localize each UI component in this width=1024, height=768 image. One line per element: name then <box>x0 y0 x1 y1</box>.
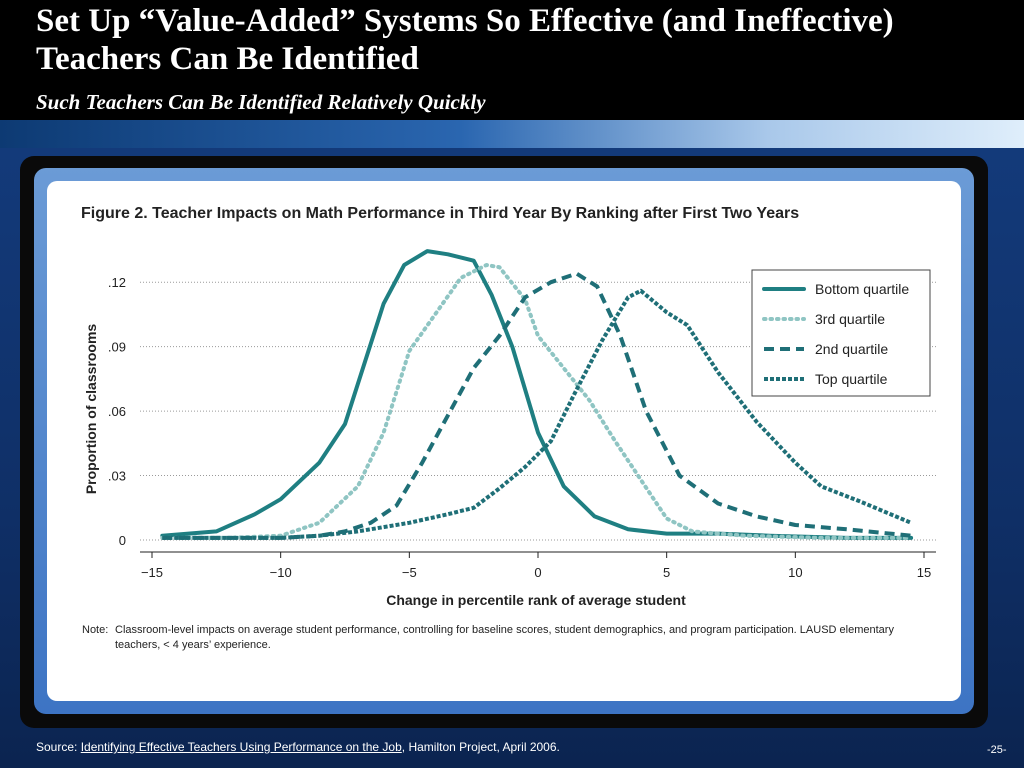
y-tick-label: .06 <box>108 404 126 419</box>
series-line-3rd-quartile <box>160 263 914 540</box>
x-tick-label: −10 <box>270 565 292 580</box>
chart-series-layer <box>160 249 914 540</box>
y-tick-label: .03 <box>108 469 126 484</box>
y-tick-label: 0 <box>119 533 126 548</box>
figure-title: Figure 2. Teacher Impacts on Math Perfor… <box>81 205 800 222</box>
x-tick-label: 5 <box>663 565 670 580</box>
chart-legend: Bottom quartile 3rd quartile 2nd quartile T… <box>751 269 931 397</box>
y-tick-label: .12 <box>108 275 126 290</box>
source-prefix: Source: <box>36 740 81 754</box>
source-citation: Source: Identifying Effective Teachers U… <box>36 740 560 754</box>
x-tick-label: −15 <box>141 565 163 580</box>
source-suffix: , Hamilton Project, April 2006. <box>401 740 560 754</box>
legend-label: 3rd quartile <box>815 311 885 327</box>
note-text: Classroom-level impacts on average stude… <box>115 624 894 651</box>
y-axis-label: Proportion of classrooms <box>83 324 99 495</box>
source-link[interactable]: Identifying Effective Teachers Using Per… <box>80 740 402 754</box>
y-tick-label: .09 <box>108 340 126 355</box>
figure-note: Note: Classroom-level impacts on average… <box>82 623 922 653</box>
x-tick-label: 0 <box>534 565 541 580</box>
slide-subtitle: Such Teachers Can Be Identified Relative… <box>36 90 486 114</box>
x-tick-label: −5 <box>402 565 417 580</box>
figure-panel <box>47 181 961 701</box>
legend-label: Bottom quartile <box>815 281 909 297</box>
series-line-bottom-quartile <box>160 249 914 540</box>
x-tick-label: 15 <box>917 565 931 580</box>
note-label: Note: <box>82 624 109 636</box>
legend-label: 2nd quartile <box>815 341 888 357</box>
series-line-2nd-quartile <box>162 271 912 540</box>
slide-title: Set Up “Value-Added” Systems So Effectiv… <box>36 3 894 77</box>
chart-axes: 0 .03 .06 .09 .12 −15 −10 −5 0 5 10 15 <box>108 275 936 580</box>
legend-label: Top quartile <box>815 371 888 387</box>
x-tick-label: 10 <box>788 565 802 580</box>
header-bar: Set Up “Value-Added” Systems So Effectiv… <box>0 0 1024 120</box>
header-gradient-band <box>0 120 1024 148</box>
x-axis-label: Change in percentile rank of average stu… <box>386 592 686 608</box>
series-line-top-quartile <box>162 288 912 540</box>
page-number: -25- <box>987 744 1007 756</box>
